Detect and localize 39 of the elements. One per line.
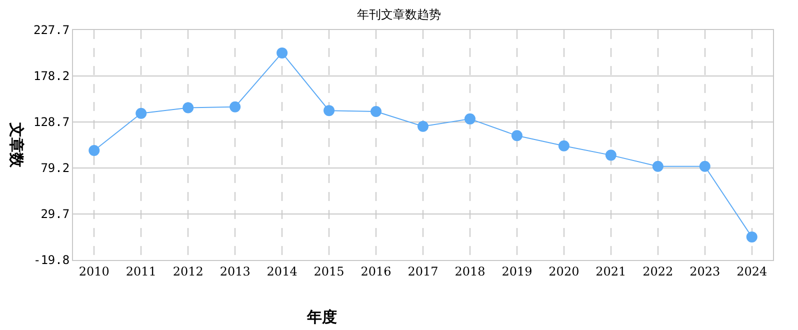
y-tick-label: 79.2 [40,161,70,176]
x-tick-label: 2017 [408,264,438,278]
point [136,108,147,119]
point [88,145,100,156]
point [558,140,570,152]
point [230,101,241,112]
x-tick-label: 2019 [502,264,532,278]
x-tick-label: 2011 [126,264,156,278]
point [182,102,194,114]
point [699,160,710,172]
point [464,113,476,124]
y-tick-label: -19.8 [33,253,70,268]
y-tick-label: 227.7 [33,23,70,38]
y-axis-title: 文章数 [8,122,26,168]
x-tick-label: 2012 [172,264,204,278]
x-tick-label: 2016 [360,264,392,278]
y-tick-label: 29.7 [40,207,70,222]
x-tick-label: 2015 [314,264,344,278]
point [511,130,522,142]
x-tick-label: 2020 [548,264,580,278]
x-tick-label: 2014 [266,264,298,278]
point [324,105,335,116]
point [652,160,664,172]
chart-title: 年刊文章数趋势 [357,7,441,22]
x-tick-label: 2024 [736,264,768,278]
point [418,120,428,132]
x-tick-label: 2023 [690,264,720,278]
y-tick-label: 178.2 [33,69,70,84]
x-tick-label: 2022 [642,264,674,278]
x-tick-label: 2018 [454,264,486,278]
x-tick-label: 2021 [596,264,626,278]
point [605,150,616,161]
x-axis-title: 年度 [306,308,337,326]
x-tick-label: 2010 [78,264,110,278]
point [276,47,288,58]
x-tick-label: 2013 [220,264,250,278]
y-tick-label: 128.7 [33,115,70,130]
point [370,106,382,117]
point [746,231,758,242]
